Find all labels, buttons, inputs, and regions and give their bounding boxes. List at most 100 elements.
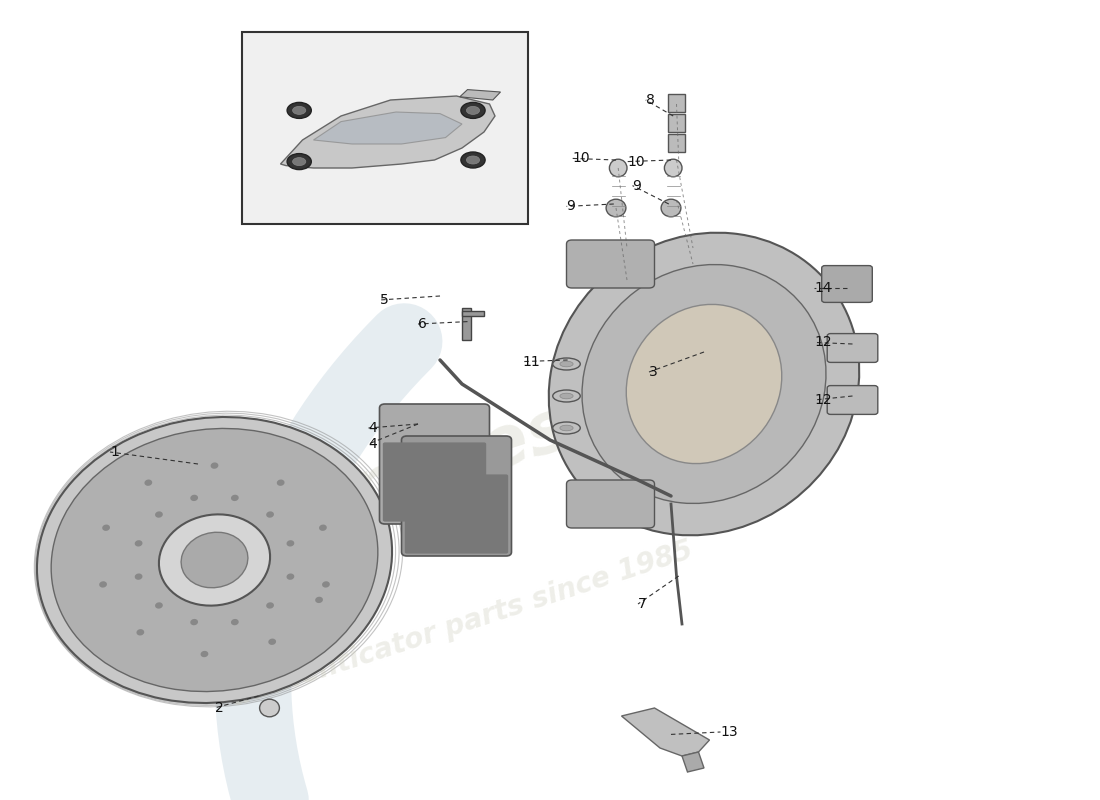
Polygon shape	[621, 708, 710, 756]
Ellipse shape	[231, 494, 239, 501]
Ellipse shape	[51, 429, 378, 691]
Ellipse shape	[260, 699, 279, 717]
Text: 12: 12	[814, 335, 832, 350]
Ellipse shape	[664, 159, 682, 177]
Text: 8: 8	[646, 93, 654, 107]
Ellipse shape	[134, 574, 143, 580]
Ellipse shape	[204, 590, 211, 597]
Text: 13: 13	[720, 725, 738, 739]
Ellipse shape	[196, 525, 205, 531]
Ellipse shape	[461, 102, 485, 118]
FancyBboxPatch shape	[566, 240, 654, 288]
Ellipse shape	[286, 574, 295, 580]
Ellipse shape	[200, 651, 208, 658]
Ellipse shape	[268, 638, 276, 645]
Polygon shape	[682, 752, 704, 772]
Ellipse shape	[549, 233, 859, 535]
Text: 12: 12	[814, 393, 832, 407]
Ellipse shape	[182, 533, 189, 539]
Text: eurospares: eurospares	[124, 393, 580, 599]
Text: 5: 5	[379, 293, 388, 307]
Ellipse shape	[277, 479, 285, 486]
Ellipse shape	[251, 566, 258, 572]
Ellipse shape	[287, 154, 311, 170]
Ellipse shape	[37, 417, 392, 703]
Ellipse shape	[609, 159, 627, 177]
Ellipse shape	[158, 514, 271, 606]
Ellipse shape	[286, 540, 295, 546]
Text: 9: 9	[632, 178, 641, 193]
Ellipse shape	[582, 265, 826, 503]
Ellipse shape	[266, 511, 274, 518]
Polygon shape	[280, 96, 495, 168]
Text: 4: 4	[368, 437, 377, 451]
Text: 10: 10	[572, 151, 590, 166]
Text: 10: 10	[627, 154, 645, 169]
Ellipse shape	[626, 304, 782, 464]
Bar	[668, 94, 685, 112]
FancyBboxPatch shape	[383, 442, 486, 522]
Bar	[668, 134, 685, 152]
Text: 7: 7	[638, 597, 647, 611]
Ellipse shape	[221, 590, 229, 596]
Text: authenticator parts since 1985: authenticator parts since 1985	[228, 536, 696, 712]
Text: 3: 3	[649, 365, 658, 379]
Text: 2: 2	[214, 701, 223, 715]
Ellipse shape	[287, 102, 311, 118]
Ellipse shape	[175, 574, 183, 580]
Text: 6: 6	[418, 317, 427, 331]
FancyBboxPatch shape	[827, 386, 878, 414]
Bar	[668, 114, 685, 132]
Bar	[462, 308, 471, 340]
Text: 11: 11	[522, 354, 540, 369]
Ellipse shape	[210, 462, 219, 469]
Ellipse shape	[560, 393, 573, 399]
Ellipse shape	[245, 538, 253, 543]
Ellipse shape	[461, 152, 485, 168]
Ellipse shape	[466, 106, 480, 114]
Ellipse shape	[102, 525, 110, 531]
Text: 4: 4	[368, 421, 377, 435]
Ellipse shape	[182, 532, 248, 588]
Ellipse shape	[231, 527, 240, 534]
Ellipse shape	[560, 361, 573, 366]
Ellipse shape	[606, 199, 626, 217]
Ellipse shape	[466, 156, 480, 164]
Ellipse shape	[552, 422, 581, 434]
Ellipse shape	[134, 540, 143, 546]
FancyBboxPatch shape	[402, 436, 512, 556]
FancyBboxPatch shape	[405, 474, 508, 554]
Ellipse shape	[155, 511, 163, 518]
Ellipse shape	[136, 629, 144, 635]
Ellipse shape	[252, 551, 260, 558]
Ellipse shape	[155, 602, 163, 609]
Ellipse shape	[190, 494, 198, 501]
Ellipse shape	[293, 106, 306, 114]
Ellipse shape	[316, 597, 323, 603]
FancyBboxPatch shape	[566, 480, 654, 528]
Ellipse shape	[319, 525, 327, 531]
Ellipse shape	[249, 571, 256, 578]
Text: 9: 9	[566, 199, 575, 214]
Text: 1: 1	[110, 445, 119, 459]
Polygon shape	[314, 112, 462, 144]
Ellipse shape	[238, 583, 245, 590]
Ellipse shape	[187, 585, 195, 591]
Ellipse shape	[231, 619, 239, 626]
Ellipse shape	[266, 602, 274, 609]
Ellipse shape	[661, 199, 681, 217]
FancyBboxPatch shape	[379, 404, 490, 524]
Ellipse shape	[552, 358, 581, 370]
Ellipse shape	[322, 582, 330, 588]
Ellipse shape	[552, 390, 581, 402]
Text: 14: 14	[814, 281, 832, 295]
Ellipse shape	[293, 158, 306, 166]
Ellipse shape	[99, 582, 107, 588]
Ellipse shape	[144, 479, 152, 486]
Ellipse shape	[560, 426, 573, 430]
Polygon shape	[460, 90, 500, 100]
FancyBboxPatch shape	[822, 266, 872, 302]
Ellipse shape	[172, 545, 179, 551]
Bar	[242, 32, 528, 224]
FancyBboxPatch shape	[827, 334, 878, 362]
